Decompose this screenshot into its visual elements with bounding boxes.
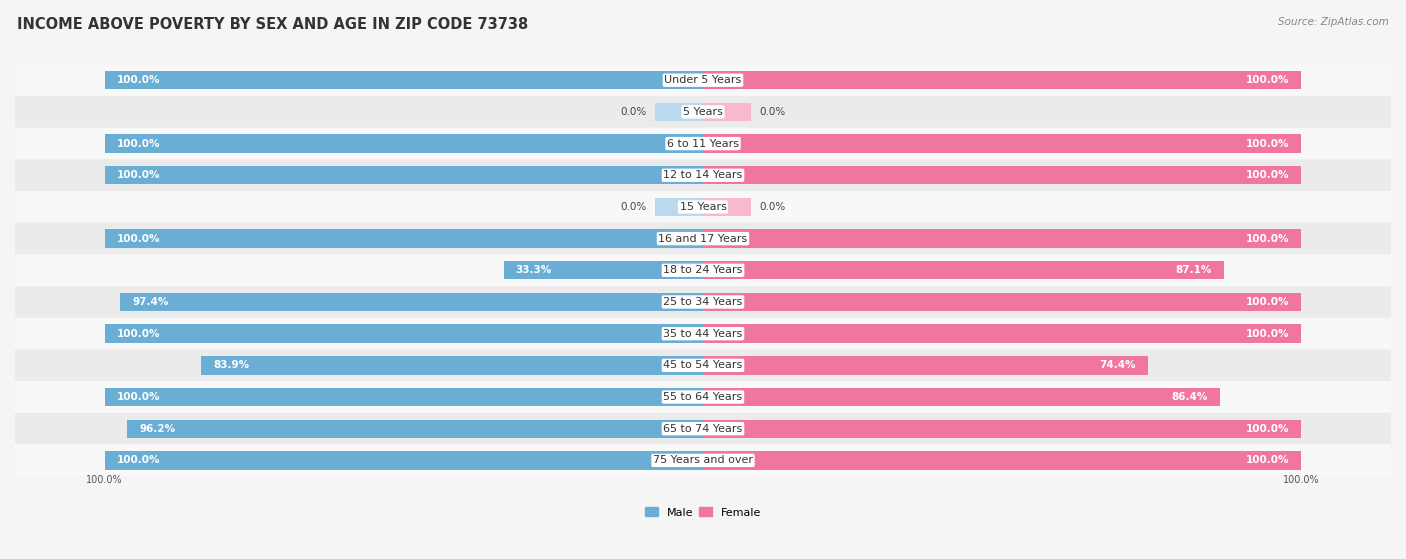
Text: INCOME ABOVE POVERTY BY SEX AND AGE IN ZIP CODE 73738: INCOME ABOVE POVERTY BY SEX AND AGE IN Z…: [17, 17, 529, 32]
FancyBboxPatch shape: [15, 444, 1391, 476]
Text: 96.2%: 96.2%: [139, 424, 176, 434]
Text: 100.0%: 100.0%: [1246, 424, 1289, 434]
Bar: [703, 324, 1302, 343]
Bar: [703, 419, 1302, 438]
Text: 100.0%: 100.0%: [1246, 75, 1289, 85]
FancyBboxPatch shape: [15, 128, 1391, 159]
Text: 100.0%: 100.0%: [1246, 329, 1289, 339]
Text: 100.0%: 100.0%: [117, 329, 160, 339]
Bar: [703, 134, 1302, 153]
Bar: [703, 293, 1302, 311]
Text: 0.0%: 0.0%: [620, 202, 647, 212]
FancyBboxPatch shape: [15, 223, 1391, 254]
Text: 33.3%: 33.3%: [516, 266, 553, 275]
Text: Under 5 Years: Under 5 Years: [665, 75, 741, 85]
Bar: [104, 388, 703, 406]
Bar: [503, 261, 703, 280]
Text: 35 to 44 Years: 35 to 44 Years: [664, 329, 742, 339]
Text: 100.0%: 100.0%: [117, 456, 160, 466]
Text: 25 to 34 Years: 25 to 34 Years: [664, 297, 742, 307]
Bar: [128, 419, 703, 438]
Text: 45 to 54 Years: 45 to 54 Years: [664, 361, 742, 371]
FancyBboxPatch shape: [15, 191, 1391, 223]
Bar: [104, 166, 703, 184]
Bar: [104, 229, 703, 248]
Text: 100.0%: 100.0%: [117, 234, 160, 244]
Bar: [703, 103, 751, 121]
Legend: Male, Female: Male, Female: [640, 503, 766, 522]
Bar: [703, 229, 1302, 248]
Bar: [703, 71, 1302, 89]
Bar: [655, 103, 703, 121]
FancyBboxPatch shape: [15, 159, 1391, 191]
Text: 6 to 11 Years: 6 to 11 Years: [666, 139, 740, 149]
Bar: [703, 198, 751, 216]
Text: 75 Years and over: 75 Years and over: [652, 456, 754, 466]
Text: 0.0%: 0.0%: [759, 107, 786, 117]
Bar: [703, 388, 1220, 406]
FancyBboxPatch shape: [15, 254, 1391, 286]
Text: 86.4%: 86.4%: [1171, 392, 1208, 402]
Text: 100.0%: 100.0%: [117, 75, 160, 85]
Bar: [703, 451, 1302, 470]
Text: 0.0%: 0.0%: [759, 202, 786, 212]
Text: 100.0%: 100.0%: [1246, 234, 1289, 244]
Bar: [104, 324, 703, 343]
Bar: [104, 451, 703, 470]
Bar: [104, 71, 703, 89]
Text: 0.0%: 0.0%: [620, 107, 647, 117]
Bar: [121, 293, 703, 311]
FancyBboxPatch shape: [15, 286, 1391, 318]
Bar: [104, 134, 703, 153]
Bar: [703, 356, 1149, 375]
Text: 100.0%: 100.0%: [1246, 456, 1289, 466]
Text: 12 to 14 Years: 12 to 14 Years: [664, 170, 742, 180]
Bar: [655, 198, 703, 216]
Text: 87.1%: 87.1%: [1175, 266, 1212, 275]
FancyBboxPatch shape: [15, 318, 1391, 349]
Text: 74.4%: 74.4%: [1099, 361, 1136, 371]
Text: 15 Years: 15 Years: [679, 202, 727, 212]
Text: 97.4%: 97.4%: [132, 297, 169, 307]
Text: 100.0%: 100.0%: [1282, 475, 1320, 485]
Text: 5 Years: 5 Years: [683, 107, 723, 117]
Text: 18 to 24 Years: 18 to 24 Years: [664, 266, 742, 275]
Text: 100.0%: 100.0%: [117, 139, 160, 149]
FancyBboxPatch shape: [15, 381, 1391, 413]
Text: 16 and 17 Years: 16 and 17 Years: [658, 234, 748, 244]
FancyBboxPatch shape: [15, 96, 1391, 128]
Text: 55 to 64 Years: 55 to 64 Years: [664, 392, 742, 402]
Text: 100.0%: 100.0%: [86, 475, 124, 485]
Text: Source: ZipAtlas.com: Source: ZipAtlas.com: [1278, 17, 1389, 27]
FancyBboxPatch shape: [15, 413, 1391, 444]
Bar: [201, 356, 703, 375]
Bar: [703, 261, 1225, 280]
Text: 65 to 74 Years: 65 to 74 Years: [664, 424, 742, 434]
Text: 83.9%: 83.9%: [214, 361, 249, 371]
FancyBboxPatch shape: [15, 64, 1391, 96]
Text: 100.0%: 100.0%: [1246, 297, 1289, 307]
Text: 100.0%: 100.0%: [1246, 139, 1289, 149]
Text: 100.0%: 100.0%: [1246, 170, 1289, 180]
Text: 100.0%: 100.0%: [117, 392, 160, 402]
FancyBboxPatch shape: [15, 349, 1391, 381]
Bar: [703, 166, 1302, 184]
Text: 100.0%: 100.0%: [117, 170, 160, 180]
